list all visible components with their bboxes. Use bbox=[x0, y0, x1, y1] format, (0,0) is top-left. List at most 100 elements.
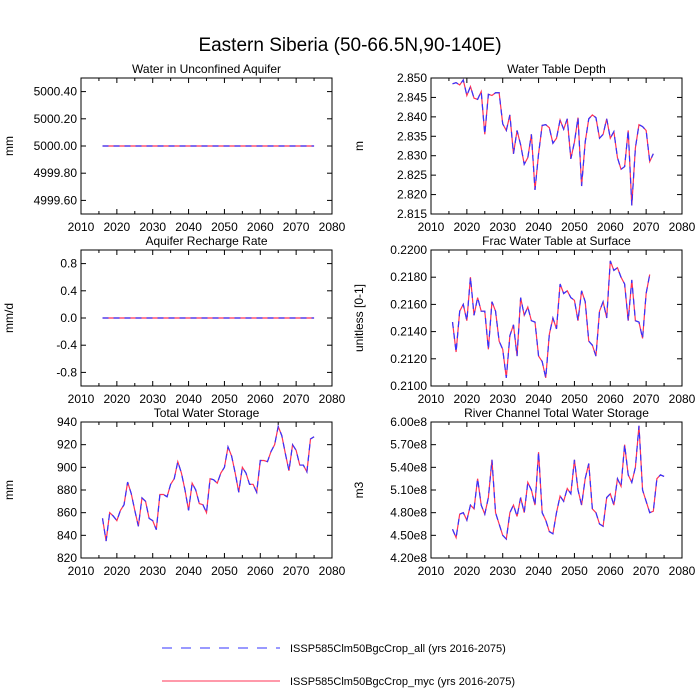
aquifer-recharge-rate-ylabel: mm/d bbox=[2, 303, 16, 333]
frac-water-table-at-surface-xtick-label: 2050 bbox=[561, 392, 588, 406]
river-channel-total-water-storage-series-all bbox=[451, 425, 665, 541]
total-water-storage-ytick-label: 880 bbox=[57, 483, 77, 497]
aquifer-recharge-rate-title: Aquifer Recharge Rate bbox=[145, 234, 267, 248]
river-channel-total-water-storage-xtick-label: 2080 bbox=[669, 564, 696, 578]
frac-water-table-at-surface-plot-frame bbox=[430, 249, 683, 387]
water-table-depth-xtick-label: 2060 bbox=[597, 220, 624, 234]
total-water-storage-series-myc bbox=[101, 424, 315, 542]
water-table-depth-ytick-label: 2.815 bbox=[397, 207, 427, 221]
total-water-storage-ytick-label: 840 bbox=[57, 528, 77, 542]
river-channel-total-water-storage-xtick-label: 2020 bbox=[454, 564, 481, 578]
water-in-unconfined-aquifer-xtick-label: 2040 bbox=[175, 220, 202, 234]
water-table-depth-xtick-label: 2050 bbox=[561, 220, 588, 234]
water-in-unconfined-aquifer-ytick-label: 4999.80 bbox=[34, 166, 78, 180]
total-water-storage-ytick-label: 820 bbox=[57, 551, 77, 565]
river-channel-total-water-storage-xtick-label: 2010 bbox=[418, 564, 445, 578]
water-table-depth-ytick-label: 2.835 bbox=[397, 129, 427, 143]
total-water-storage-xtick-label: 2020 bbox=[104, 564, 131, 578]
figure-title: Eastern Siberia (50-66.5N,90-140E) bbox=[198, 35, 501, 56]
total-water-storage-ytick-label: 900 bbox=[57, 460, 77, 474]
water-table-depth-panel: Water Table Depth m 2010 2020 2030 2040 2050 20… bbox=[352, 62, 696, 234]
total-water-storage-xtick-label: 2070 bbox=[283, 564, 310, 578]
water-table-depth-ytick-label: 2.830 bbox=[397, 149, 427, 163]
river-channel-total-water-storage-xtick-label: 2070 bbox=[633, 564, 660, 578]
frac-water-table-at-surface-ytick-label: 0.2160 bbox=[390, 297, 427, 311]
river-channel-total-water-storage-xtick-label: 2030 bbox=[489, 564, 516, 578]
water-in-unconfined-aquifer-xtick-label: 2080 bbox=[319, 220, 346, 234]
water-in-unconfined-aquifer-plot-frame bbox=[80, 77, 333, 215]
aquifer-recharge-rate-ytick-label: -0.8 bbox=[56, 365, 77, 379]
total-water-storage-title: Total Water Storage bbox=[154, 406, 260, 420]
frac-water-table-at-surface-xtick-label: 2030 bbox=[489, 392, 516, 406]
aquifer-recharge-rate-xtick-label: 2070 bbox=[283, 392, 310, 406]
water-table-depth-ytick-label: 2.820 bbox=[397, 188, 427, 202]
aquifer-recharge-rate-ytick-label: 0.4 bbox=[60, 284, 77, 298]
river-channel-total-water-storage-ytick-label: 6.00e8 bbox=[390, 415, 427, 429]
frac-water-table-at-surface-series-all bbox=[451, 260, 651, 378]
chart-panels: Water in Unconfined Aquifer mm 2010 2020 203… bbox=[2, 62, 696, 578]
total-water-storage-ytick-label: 940 bbox=[57, 415, 77, 429]
water-in-unconfined-aquifer-ytick-label: 5000.40 bbox=[34, 85, 78, 99]
total-water-storage-xtick-label: 2040 bbox=[175, 564, 202, 578]
water-table-depth-xtick-label: 2010 bbox=[418, 220, 445, 234]
aquifer-recharge-rate-ytick-label: 0.8 bbox=[60, 257, 77, 271]
frac-water-table-at-surface-xtick-label: 2080 bbox=[669, 392, 696, 406]
water-table-depth-xtick-label: 2020 bbox=[454, 220, 481, 234]
aquifer-recharge-rate-xtick-label: 2020 bbox=[104, 392, 131, 406]
river-channel-total-water-storage-xtick-label: 2060 bbox=[597, 564, 624, 578]
water-in-unconfined-aquifer-xtick-label: 2070 bbox=[283, 220, 310, 234]
aquifer-recharge-rate-xtick-label: 2010 bbox=[68, 392, 95, 406]
water-table-depth-ytick-label: 2.840 bbox=[397, 110, 427, 124]
water-in-unconfined-aquifer-title: Water in Unconfined Aquifer bbox=[132, 62, 281, 76]
river-channel-total-water-storage-panel: River Channel Total Water Storage m3 2010 2… bbox=[352, 406, 696, 578]
water-table-depth-ytick-label: 2.850 bbox=[397, 71, 427, 85]
frac-water-table-at-surface-xtick-label: 2060 bbox=[597, 392, 624, 406]
river-channel-total-water-storage-ytick-label: 5.70e8 bbox=[390, 438, 427, 452]
water-in-unconfined-aquifer-ytick-label: 5000.00 bbox=[34, 139, 78, 153]
frac-water-table-at-surface-ytick-label: 0.2120 bbox=[390, 352, 427, 366]
total-water-storage-xtick-label: 2010 bbox=[68, 564, 95, 578]
water-in-unconfined-aquifer-xtick-label: 2010 bbox=[68, 220, 95, 234]
total-water-storage-ytick-label: 860 bbox=[57, 506, 77, 520]
frac-water-table-at-surface-xtick-label: 2070 bbox=[633, 392, 660, 406]
water-in-unconfined-aquifer-ytick-label: 4999.60 bbox=[34, 193, 78, 207]
total-water-storage-xtick-label: 2080 bbox=[319, 564, 346, 578]
total-water-storage-xtick-label: 2030 bbox=[139, 564, 166, 578]
total-water-storage-xtick-label: 2060 bbox=[247, 564, 274, 578]
water-table-depth-plot-frame bbox=[430, 77, 683, 215]
river-channel-total-water-storage-plot-frame bbox=[430, 421, 683, 559]
total-water-storage-ytick-label: 920 bbox=[57, 438, 77, 452]
water-table-depth-series-all bbox=[452, 78, 654, 206]
aquifer-recharge-rate-xtick-label: 2030 bbox=[139, 392, 166, 406]
frac-water-table-at-surface-xtick-label: 2020 bbox=[454, 392, 481, 406]
river-channel-total-water-storage-ylabel: m3 bbox=[352, 481, 366, 498]
total-water-storage-xtick-label: 2050 bbox=[211, 564, 238, 578]
river-channel-total-water-storage-title: River Channel Total Water Storage bbox=[464, 406, 649, 420]
water-in-unconfined-aquifer-panel: Water in Unconfined Aquifer mm 2010 2020 203… bbox=[2, 62, 346, 234]
total-water-storage-ylabel: mm bbox=[2, 480, 16, 500]
frac-water-table-at-surface-xtick-label: 2010 bbox=[418, 392, 445, 406]
water-in-unconfined-aquifer-xtick-label: 2020 bbox=[104, 220, 131, 234]
aquifer-recharge-rate-xtick-label: 2050 bbox=[211, 392, 238, 406]
water-table-depth-ytick-label: 2.845 bbox=[397, 90, 427, 104]
frac-water-table-at-surface-panel: Frac Water Table at Surface unitless [0-1… bbox=[352, 234, 696, 406]
river-channel-total-water-storage-ytick-label: 4.50e8 bbox=[390, 528, 427, 542]
aquifer-recharge-rate-xtick-label: 2060 bbox=[247, 392, 274, 406]
aquifer-recharge-rate-xtick-label: 2040 bbox=[175, 392, 202, 406]
water-table-depth-xtick-label: 2080 bbox=[669, 220, 696, 234]
frac-water-table-at-surface-title: Frac Water Table at Surface bbox=[482, 234, 631, 248]
water-in-unconfined-aquifer-xtick-label: 2030 bbox=[139, 220, 166, 234]
water-in-unconfined-aquifer-ytick-label: 5000.20 bbox=[34, 112, 78, 126]
total-water-storage-series-all bbox=[101, 424, 315, 542]
aquifer-recharge-rate-xtick-label: 2080 bbox=[319, 392, 346, 406]
aquifer-recharge-rate-plot-frame bbox=[80, 249, 333, 387]
river-channel-total-water-storage-ytick-label: 4.80e8 bbox=[390, 506, 427, 520]
total-water-storage-panel: Total Water Storage mm 2010 2020 2030 2040 205… bbox=[2, 406, 346, 578]
water-table-depth-ylabel: m bbox=[352, 141, 366, 151]
water-table-depth-xtick-label: 2070 bbox=[633, 220, 660, 234]
river-channel-total-water-storage-ytick-label: 4.20e8 bbox=[390, 551, 427, 565]
aquifer-recharge-rate-ytick-label: -0.4 bbox=[56, 338, 77, 352]
water-in-unconfined-aquifer-ylabel: mm bbox=[2, 136, 16, 156]
total-water-storage-plot-frame bbox=[80, 421, 333, 559]
